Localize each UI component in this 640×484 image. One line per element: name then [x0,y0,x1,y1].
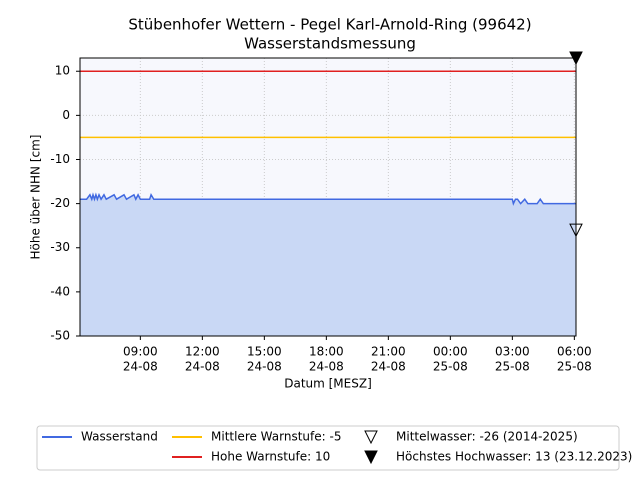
legend-label: Höchstes Hochwasser: 13 (23.12.2023) [396,450,632,464]
x-tick-label: 09:00 [123,345,158,359]
legend-label: Mittelwasser: -26 (2014-2025) [396,430,578,444]
legend-swatch [364,450,378,465]
x-axis-label: Datum [MESZ] [284,377,372,391]
y-tick-label: -20 [50,196,70,210]
marker [569,223,583,238]
x-tick-label: 00:00 [433,345,468,359]
y-tick-label: -30 [50,240,70,254]
plot-frame [79,57,577,337]
x-tick-sublabel: 25-08 [557,360,592,374]
x-tick-label: 18:00 [309,345,344,359]
x-tick-label: 15:00 [247,345,282,359]
area [80,194,576,336]
x-tick-sublabel: 24-08 [123,360,158,374]
x-tick-sublabel: 24-08 [185,360,220,374]
x-tick-label: 03:00 [495,345,530,359]
x-tick-sublabel: 24-08 [371,360,406,374]
line [80,192,576,206]
x-tick-label: 12:00 [185,345,220,359]
x-tick-sublabel: 24-08 [247,360,282,374]
y-tick-label: -50 [50,329,70,343]
legend-label: Hohe Warnstufe: 10 [211,450,330,464]
x-tick-sublabel: 25-08 [433,360,468,374]
y-tick-label: -40 [50,284,70,298]
legend-label: Mittlere Warnstufe: -5 [211,430,341,444]
chart-subtitle: Wasserstandsmessung [244,35,416,53]
x-tick-sublabel: 24-08 [309,360,344,374]
legend-swatch [364,430,378,445]
legend-label: Wasserstand [81,430,158,444]
y-axis-label: Höhe über NHN [cm] [29,135,43,260]
marker [569,51,583,66]
x-tick-label: 06:00 [557,345,592,359]
y-tick-label: 0 [62,108,70,122]
x-tick-label: 21:00 [371,345,406,359]
x-tick-sublabel: 25-08 [495,360,530,374]
y-tick-label: 10 [55,64,70,78]
y-tick-label: -10 [50,152,70,166]
chart-title: Stübenhofer Wettern - Pegel Karl-Arnold-… [128,16,531,34]
